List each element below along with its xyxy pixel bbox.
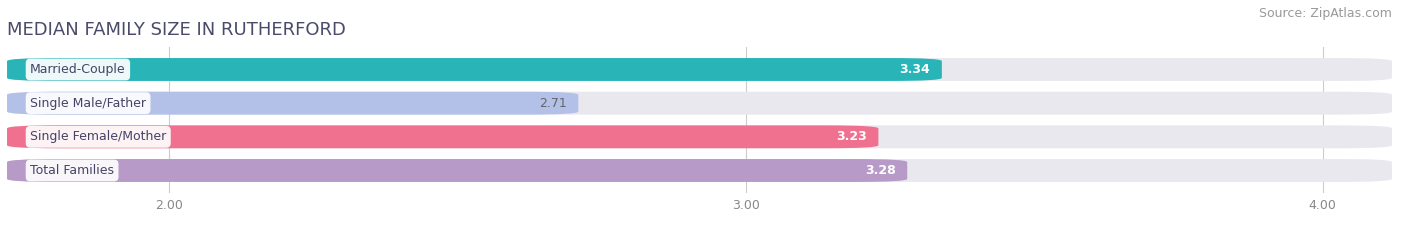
FancyBboxPatch shape [7, 159, 907, 182]
Text: Single Female/Mother: Single Female/Mother [30, 130, 166, 143]
FancyBboxPatch shape [7, 125, 879, 148]
Text: Total Families: Total Families [30, 164, 114, 177]
Text: 3.34: 3.34 [900, 63, 931, 76]
FancyBboxPatch shape [7, 58, 1392, 81]
Text: Single Male/Father: Single Male/Father [30, 97, 146, 110]
Text: 3.28: 3.28 [865, 164, 896, 177]
Text: Source: ZipAtlas.com: Source: ZipAtlas.com [1258, 7, 1392, 20]
FancyBboxPatch shape [7, 125, 1392, 148]
Text: Married-Couple: Married-Couple [30, 63, 125, 76]
FancyBboxPatch shape [7, 159, 1392, 182]
Text: 2.71: 2.71 [538, 97, 567, 110]
Text: MEDIAN FAMILY SIZE IN RUTHERFORD: MEDIAN FAMILY SIZE IN RUTHERFORD [7, 21, 346, 39]
FancyBboxPatch shape [7, 92, 578, 115]
FancyBboxPatch shape [7, 58, 942, 81]
FancyBboxPatch shape [7, 92, 1392, 115]
Text: 3.23: 3.23 [837, 130, 868, 143]
